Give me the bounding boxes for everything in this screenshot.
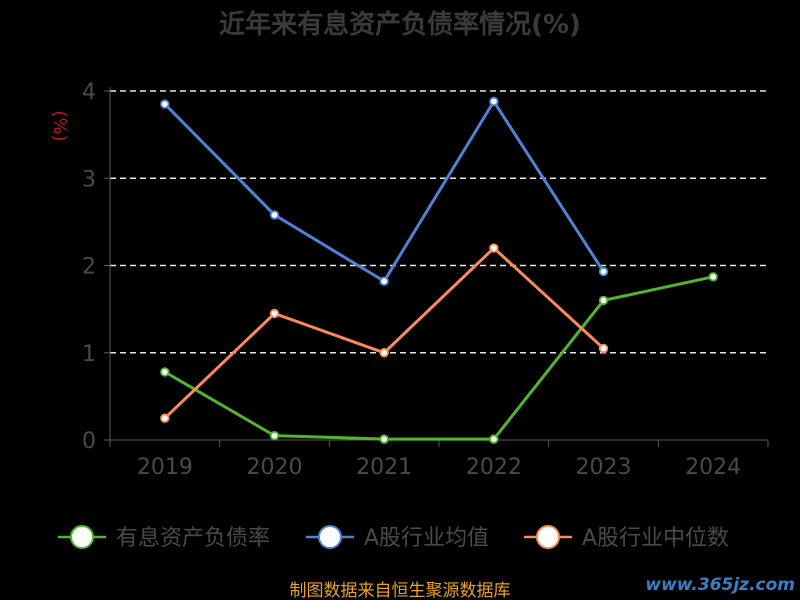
legend-label: A股行业中位数: [582, 526, 729, 551]
legend-item: A股行业均值: [306, 525, 489, 551]
chart-title: 近年来有息资产负债率情况(%): [219, 9, 581, 40]
data-point: [160, 99, 170, 109]
series-line: [164, 275, 714, 441]
y-tick-label: 1: [82, 342, 96, 367]
legend-marker: [70, 525, 94, 549]
legend-item: A股行业中位数: [524, 525, 729, 551]
data-point: [160, 367, 170, 377]
data-point: [379, 348, 389, 358]
data-point: [489, 243, 499, 253]
series-1: [160, 272, 718, 444]
data-source-note: 制图数据来自恒生聚源数据库: [290, 581, 511, 600]
y-tick-label: 2: [82, 255, 96, 280]
legend-item: 有息资产负债率: [58, 525, 270, 551]
legend-marker: [318, 525, 342, 549]
x-tick-label: 2020: [247, 455, 303, 480]
x-tick-label: 2021: [356, 455, 412, 480]
series-line: [163, 246, 605, 420]
x-tick-label: 2019: [137, 455, 193, 480]
series-2: [160, 96, 609, 286]
y-tick-labels: 0 1 2 3 4: [82, 80, 96, 454]
data-point: [160, 413, 170, 423]
data-point: [269, 308, 280, 319]
data-point: [269, 430, 280, 441]
data-point: [379, 276, 389, 286]
x-tick-label: 2023: [576, 455, 632, 480]
legend-label: A股行业均值: [364, 526, 489, 551]
y-tick-label: 4: [82, 80, 96, 105]
data-point: [598, 266, 609, 277]
data-point: [598, 295, 609, 306]
y-tick-label: 3: [82, 167, 96, 192]
data-point: [489, 96, 499, 107]
data-point: [379, 434, 389, 444]
y-tick-label: 0: [82, 429, 96, 454]
series-group: [160, 96, 718, 444]
data-point: [269, 210, 280, 220]
x-tick-label: 2022: [466, 455, 522, 480]
legend: 有息资产负债率 A股行业均值 A股行业中位数: [58, 525, 729, 551]
grid-lines: [110, 90, 768, 354]
legend-marker: [536, 525, 560, 549]
data-point: [598, 343, 609, 354]
data-point: [489, 434, 499, 444]
x-tick-labels: 2019 2020 2021 2022 2023 2024: [137, 455, 741, 480]
series-line: [163, 99, 605, 283]
x-tick-label: 2024: [685, 455, 741, 480]
y-axis-unit-label: (%): [49, 110, 70, 141]
series-3: [160, 243, 609, 423]
data-point: [708, 272, 718, 282]
legend-label: 有息资产负债率: [116, 526, 270, 551]
watermark: www.365jz.com: [645, 575, 795, 595]
